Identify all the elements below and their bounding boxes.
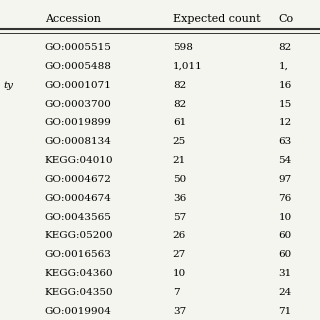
Text: GO:0043565: GO:0043565 bbox=[45, 212, 112, 221]
Text: 1,: 1, bbox=[278, 62, 288, 71]
Text: 24: 24 bbox=[278, 288, 292, 297]
Text: KEGG:05200: KEGG:05200 bbox=[45, 231, 113, 240]
Text: 76: 76 bbox=[278, 194, 292, 203]
Text: GO:0005488: GO:0005488 bbox=[45, 62, 112, 71]
Text: GO:0005515: GO:0005515 bbox=[45, 43, 112, 52]
Text: 12: 12 bbox=[278, 118, 292, 127]
Text: ty: ty bbox=[3, 81, 13, 90]
Text: KEGG:04350: KEGG:04350 bbox=[45, 288, 113, 297]
Text: GO:0019899: GO:0019899 bbox=[45, 118, 112, 127]
Text: 63: 63 bbox=[278, 137, 292, 146]
Text: 82: 82 bbox=[278, 43, 292, 52]
Text: 60: 60 bbox=[278, 250, 292, 259]
Text: KEGG:04010: KEGG:04010 bbox=[45, 156, 113, 165]
Text: 10: 10 bbox=[278, 212, 292, 221]
Text: 71: 71 bbox=[278, 307, 292, 316]
Text: 15: 15 bbox=[278, 100, 292, 109]
Text: 31: 31 bbox=[278, 269, 292, 278]
Text: 61: 61 bbox=[173, 118, 186, 127]
Text: 1,011: 1,011 bbox=[173, 62, 203, 71]
Text: 16: 16 bbox=[278, 81, 292, 90]
Text: 27: 27 bbox=[173, 250, 186, 259]
Text: GO:0004672: GO:0004672 bbox=[45, 175, 112, 184]
Text: 26: 26 bbox=[173, 231, 186, 240]
Text: GO:0008134: GO:0008134 bbox=[45, 137, 112, 146]
Text: 50: 50 bbox=[173, 175, 186, 184]
Text: GO:0003700: GO:0003700 bbox=[45, 100, 112, 109]
Text: 36: 36 bbox=[173, 194, 186, 203]
Text: Co: Co bbox=[278, 14, 293, 24]
Text: 598: 598 bbox=[173, 43, 193, 52]
Text: GO:0016563: GO:0016563 bbox=[45, 250, 112, 259]
Text: GO:0004674: GO:0004674 bbox=[45, 194, 112, 203]
Text: 82: 82 bbox=[173, 81, 186, 90]
Text: 21: 21 bbox=[173, 156, 186, 165]
Text: GO:0001071: GO:0001071 bbox=[45, 81, 112, 90]
Text: 60: 60 bbox=[278, 231, 292, 240]
Text: 54: 54 bbox=[278, 156, 292, 165]
Text: 82: 82 bbox=[173, 100, 186, 109]
Text: 10: 10 bbox=[173, 269, 186, 278]
Text: 7: 7 bbox=[173, 288, 180, 297]
Text: KEGG:04360: KEGG:04360 bbox=[45, 269, 113, 278]
Text: 25: 25 bbox=[173, 137, 186, 146]
Text: GO:0019904: GO:0019904 bbox=[45, 307, 112, 316]
Text: Accession: Accession bbox=[45, 14, 101, 24]
Text: Expected count: Expected count bbox=[173, 14, 260, 24]
Text: 57: 57 bbox=[173, 212, 186, 221]
Text: 97: 97 bbox=[278, 175, 292, 184]
Text: 37: 37 bbox=[173, 307, 186, 316]
